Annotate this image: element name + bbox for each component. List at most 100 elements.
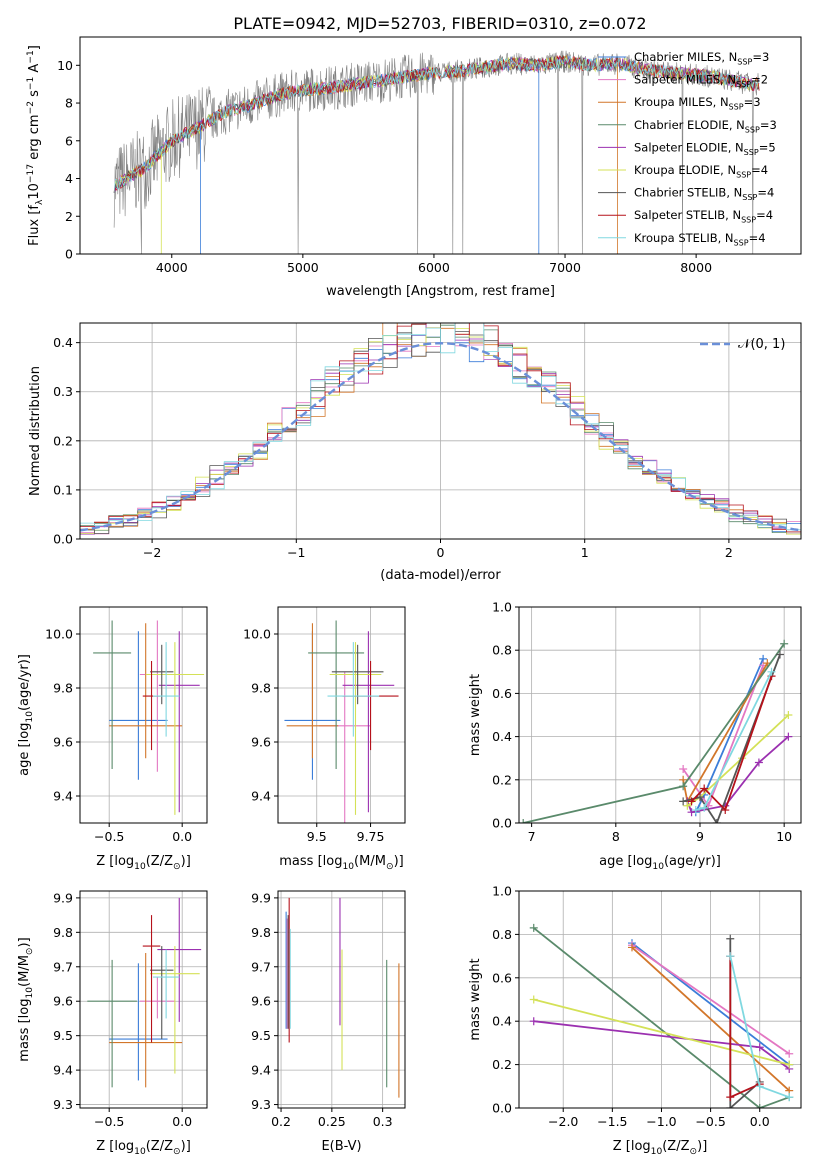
y-tick-label: 2 [65,209,73,224]
legend-label: Chabrier MILES, NSSP​=3 [634,50,769,66]
y-tick-label: 8 [65,96,73,111]
x-tick-label: 0.0 [172,1114,192,1129]
x-axis-label: Z [log10​(Z/Z⊙​)] [613,1139,708,1157]
x-axis-label: wavelength [Angstrom, rest frame] [326,284,555,299]
axes-frame [79,36,802,255]
weight-marker [700,803,709,812]
label-part: A [27,64,42,77]
label-part: )] [181,854,191,869]
y-tick-label: 9.8 [53,681,73,696]
y-axis-label: Flux [fλ​10−17​ erg cm−2​ s−1​ A−1​] [26,45,45,246]
label-part: =4 [751,163,768,177]
model-spectrum [113,55,760,193]
plot-area [113,50,760,254]
label-part: SSP [736,80,751,89]
x-tick-label: 0.0 [750,1114,770,1129]
figure-title: PLATE=0942, MJD=52703, FIBERID=0310, z=0… [233,14,646,33]
y-tick-label: 0.0 [53,532,73,547]
y-tick-label: 0.0 [492,816,512,831]
label-part: )] [17,937,32,947]
axes-frame [518,606,802,824]
axes-frame [79,606,208,824]
weight-marker [712,819,721,823]
weight-marker [755,1082,764,1091]
x-tick-label: −2.0 [548,1114,578,1129]
x-tick-label: 0.3 [373,1114,393,1129]
weight-marker [767,667,776,676]
label-part: −2 [26,101,36,114]
panel-weight_vs_Z: −2.0 −1.5 −1.0 −0.5 0.0 0.0 0.2 0.4 0.6 0.8 1.0 Z [… [468,884,802,1157]
panel-age_vs_Z: −0.5 0.0 9.4 9.6 9.8 10.0 Z [log10​(Z/Z⊙​)] age… [17,606,208,872]
x-axis-label: (data-model)/error [380,568,501,583]
weight-marker [679,797,688,806]
label-part: ⊙ [173,1147,181,1157]
label-part: 10 [342,862,354,872]
weight-marker [700,784,709,793]
label-part: (age/yr)] [664,854,721,869]
axes-frame [79,322,802,540]
label-part: Salpeter STELIB, N [634,208,741,222]
y-tick-label: 9.6 [251,994,271,1009]
x-axis-label: age [log10​(age/yr)] [599,854,721,872]
y-tick-label: 9.9 [53,890,73,905]
y-tick-label: 0.8 [492,643,512,658]
x-tick-label: 0 [437,545,445,560]
label-part: =5 [759,140,776,154]
label-part: =4 [756,208,773,222]
gaussian-curve [80,341,801,532]
axes-frame [277,890,406,1109]
axes-frame [79,890,208,1109]
plot-area [519,639,793,823]
label-part: (Z/Z [662,1139,689,1154]
y-axis-label: Normed distribution [28,366,43,496]
legend-label: Kroupa ELODIE, NSSP​=4 [634,163,768,179]
weight-marker [695,793,704,802]
weight-marker [775,650,784,659]
weight-marker [780,639,789,648]
weight-marker [754,758,763,767]
y-axis-label: age [log10​(age/yr)] [17,654,35,776]
label-part: Kroupa STELIB, N [634,231,734,245]
weight-marker [529,923,538,932]
label-part: Flux [f [27,205,42,246]
label-part: Kroupa ELODIE, N [634,163,736,177]
y-axis-label: mass weight [468,958,483,1040]
legend-label: Kroupa MILES, NSSP​=3 [634,95,761,111]
panel-residuals: −2 −1 0 1 2 0.0 0.1 0.2 0.3 0.4 (data-model)/error… [28,322,802,583]
weight-line [690,675,773,812]
label-part: Chabrier MILES, N [634,50,737,64]
label-part: (M/M [354,854,386,869]
legend-label: Chabrier ELODIE, NSSP​=3 [634,118,777,134]
y-tick-label: 9.4 [53,789,73,804]
weight-marker [726,1093,735,1102]
legend-label: Kroupa STELIB, NSSP​=4 [634,231,766,247]
x-tick-label: 0.0 [172,829,192,844]
observed-spectrum [113,50,760,254]
y-tick-label: 9.8 [53,925,73,940]
panel-mass_vs_EBV: 0.2 0.25 0.3 9.3 9.4 9.5 9.6 9.7 9.8 9.9 E(B-V) [251,890,406,1154]
residual-histogram [80,323,801,533]
label-part: (Z/Z [146,1139,173,1154]
y-tick-label: 10.0 [243,627,271,642]
plot-area [529,923,794,1108]
label-part: =3 [760,118,777,132]
label-part: (Z/Z [146,854,173,869]
x-tick-label: 7000 [549,260,581,275]
x-tick-label: −0.5 [94,1114,124,1129]
y-tick-label: 9.3 [251,1097,271,1112]
x-axis-label: mass [log10​(M/M⊙​)] [279,854,403,872]
x-tick-label: 4000 [156,260,188,275]
weight-line [533,998,790,1066]
label-part: =3 [744,95,761,109]
plot-area [285,897,400,1098]
label-part: ⊙ [386,862,394,872]
y-tick-label: 0.6 [492,686,512,701]
panel-age_vs_mass: 9.5 9.75 9.4 9.6 9.8 10.0 mass [log10​(M/M⊙​)] [243,606,406,872]
y-tick-label: 9.3 [53,1097,73,1112]
weight-marker [785,1093,794,1102]
label-part: SSP [741,216,756,225]
label-part: mass [log [17,999,32,1062]
y-tick-label: 10.0 [45,627,73,642]
y-tick-label: 0.2 [492,1057,512,1072]
y-tick-label: 1.0 [492,884,512,899]
